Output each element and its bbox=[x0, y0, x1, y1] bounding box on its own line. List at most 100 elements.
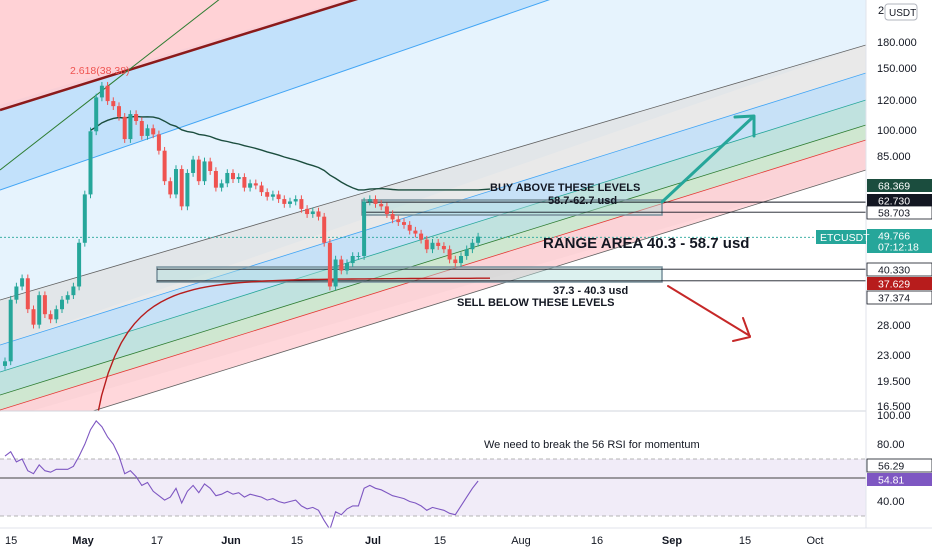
channel-line-3 bbox=[0, 72, 866, 346]
candle-body bbox=[151, 128, 156, 135]
candle-body bbox=[362, 201, 367, 257]
sell-title: SELL BELOW THESE LEVELS bbox=[457, 297, 614, 309]
candle-body bbox=[219, 183, 224, 188]
moving-average-line bbox=[90, 115, 491, 191]
channel-line-6 bbox=[0, 139, 866, 411]
rsi-current-badge: 54.81 bbox=[867, 473, 932, 487]
channel-line-5 bbox=[0, 124, 866, 396]
x-tick: Jun bbox=[221, 535, 241, 547]
buy-range: 58.7-62.7 usd bbox=[548, 195, 617, 207]
x-tick: Oct bbox=[806, 535, 823, 547]
candle-body bbox=[14, 286, 19, 300]
candle-body bbox=[293, 199, 298, 202]
price-pane[interactable]: 2.618(38.38) BUY ABOVE THESE LEVELS 58.7… bbox=[0, 0, 866, 440]
candle-body bbox=[390, 214, 395, 220]
anchored-vwap-line bbox=[97, 277, 490, 411]
r1-price-badge: 58.703 bbox=[866, 205, 932, 220]
candle-body bbox=[117, 106, 121, 117]
candle-body bbox=[356, 256, 361, 258]
candle-body bbox=[82, 194, 87, 243]
range-area-label: RANGE AREA 40.3 - 58.7 usd bbox=[543, 235, 749, 252]
candle-body bbox=[25, 278, 30, 310]
x-tick: Jul bbox=[365, 535, 381, 547]
currency-label: USDT bbox=[889, 8, 916, 19]
bullish-arrow[interactable] bbox=[660, 114, 756, 204]
rsi-current-value: 54.81 bbox=[878, 475, 904, 487]
candle-body bbox=[99, 85, 104, 98]
candle-body bbox=[179, 169, 184, 207]
candle-body bbox=[436, 242, 441, 246]
sell-zone-box[interactable] bbox=[156, 266, 663, 283]
candle-body bbox=[333, 259, 338, 287]
x-tick: Sep bbox=[662, 535, 682, 547]
candle-body bbox=[299, 199, 304, 209]
candle-body bbox=[48, 314, 53, 320]
candle-body bbox=[379, 203, 384, 207]
y-tick: 28.000 bbox=[877, 320, 911, 332]
rsi-pane[interactable]: We need to break the 56 RSI for momentum bbox=[0, 411, 866, 529]
y-tick: 23.000 bbox=[877, 350, 911, 362]
s2-price-badge: 37.374 bbox=[866, 290, 932, 305]
candle-body bbox=[402, 222, 406, 225]
candle-body bbox=[464, 249, 469, 257]
y-tick: 100.000 bbox=[877, 125, 917, 137]
candle-body bbox=[31, 309, 36, 325]
fib-green-line bbox=[0, 0, 220, 171]
candle-body bbox=[367, 199, 372, 202]
candle-body bbox=[213, 170, 218, 188]
x-tick: Aug bbox=[511, 535, 531, 547]
bearish-arrow[interactable] bbox=[667, 285, 751, 342]
x-tick: 15 bbox=[739, 535, 751, 547]
buy-zone-box[interactable] bbox=[361, 199, 663, 216]
price-axis[interactable]: 2 USDT 180.000 150.000 120.000 100.000 8… bbox=[816, 0, 932, 528]
r2-price-value: 62.730 bbox=[878, 196, 910, 208]
rsi-y-tick: 40.00 bbox=[877, 496, 905, 508]
currency-selector[interactable]: USDT bbox=[884, 3, 918, 21]
rsi-upper-badge: 56.29 bbox=[866, 458, 932, 473]
time-axis[interactable]: 15 May 17 Jun 15 Jul 15 Aug 16 Sep 15 Oct bbox=[0, 527, 932, 550]
s1-price-value: 40.330 bbox=[878, 265, 910, 277]
last-price-badge: 49.766 07:12:18 bbox=[867, 229, 932, 254]
channel-band-blue bbox=[0, 73, 866, 372]
candle-body bbox=[447, 249, 452, 260]
candle-body bbox=[236, 177, 241, 180]
y-tick: 180.000 bbox=[877, 37, 917, 49]
channel-line-2 bbox=[0, 44, 866, 301]
candle-body bbox=[3, 361, 7, 366]
x-tick: 15 bbox=[291, 535, 303, 547]
candle-body bbox=[54, 309, 59, 320]
candle-body bbox=[345, 263, 349, 271]
candle-body bbox=[185, 172, 190, 207]
candle-body bbox=[316, 211, 321, 217]
candle-body bbox=[8, 299, 13, 362]
candle-body bbox=[253, 183, 258, 186]
buy-title: BUY ABOVE THESE LEVELS bbox=[490, 182, 640, 194]
candle-body bbox=[350, 256, 355, 264]
candle-body bbox=[65, 295, 70, 300]
vwap-price-value: 37.629 bbox=[878, 279, 910, 291]
x-tick: 16 bbox=[591, 535, 603, 547]
vwap-price-badge: 37.629 bbox=[867, 277, 932, 291]
candle-body bbox=[396, 219, 401, 223]
sell-range: 37.3 - 40.3 usd bbox=[553, 285, 628, 297]
candle-body bbox=[202, 161, 207, 182]
y-tick: 16.500 bbox=[877, 401, 911, 413]
channel-line-7 bbox=[91, 169, 866, 411]
symbol-label: ETCUSDT bbox=[816, 230, 870, 244]
channel-line-1 bbox=[0, 0, 550, 191]
candle-body bbox=[94, 97, 99, 132]
y-tick: 19.500 bbox=[877, 376, 911, 388]
y-tick: 120.000 bbox=[877, 95, 917, 107]
candle-body bbox=[419, 233, 424, 240]
symbol-name: ETCUSDT bbox=[820, 232, 870, 244]
candle-body bbox=[134, 114, 139, 122]
candle-body bbox=[145, 128, 150, 136]
rsi-band bbox=[0, 459, 866, 516]
s1-price-badge: 40.330 bbox=[866, 262, 932, 277]
candle-body bbox=[139, 121, 144, 136]
rsi-note: We need to break the 56 RSI for momentum bbox=[484, 439, 700, 451]
r2-price-badge: 62.730 bbox=[867, 194, 932, 208]
candle-body bbox=[259, 185, 264, 193]
candle-body bbox=[322, 216, 327, 243]
